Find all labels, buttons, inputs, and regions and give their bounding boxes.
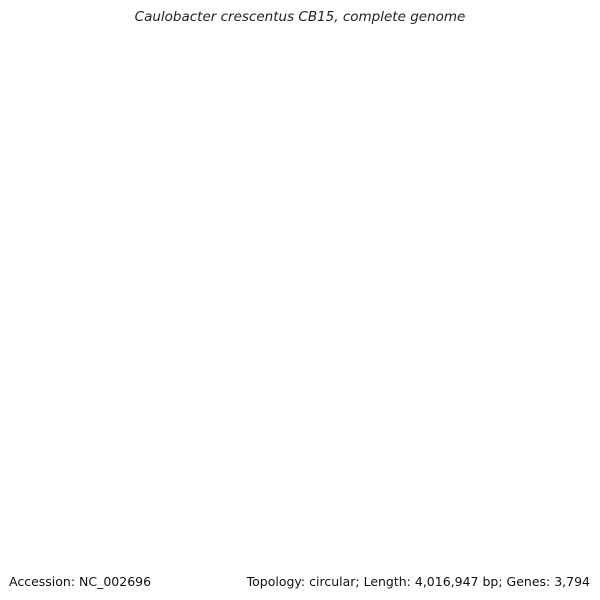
genome-title: Caulobacter crescentus CB15, complete ge… xyxy=(134,9,466,25)
accession-text: Accession: NC_002696 xyxy=(9,574,152,589)
summary-text: Topology: circular; Length: 4,016,947 bp… xyxy=(246,574,590,589)
